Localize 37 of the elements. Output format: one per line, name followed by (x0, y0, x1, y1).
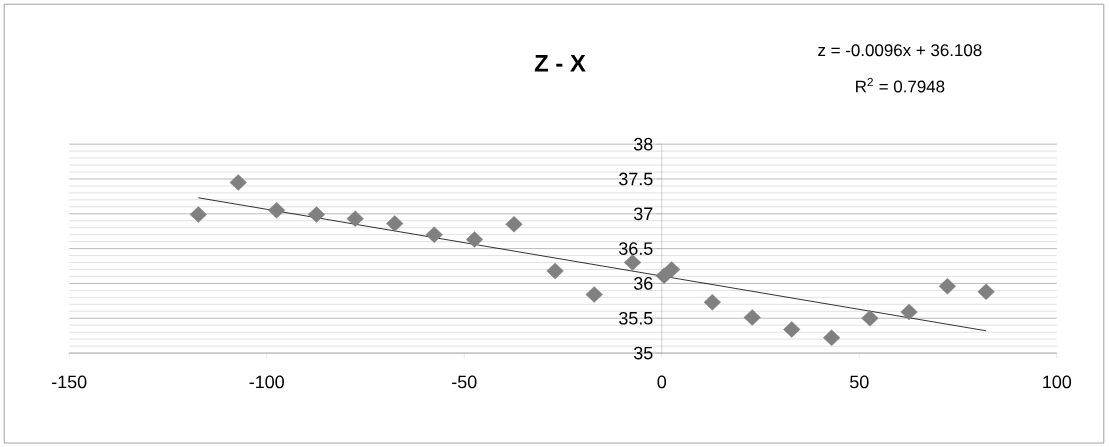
point (585, 286, 603, 303)
x-tick-label: 0 (657, 375, 667, 389)
y-tick-label: 36.5 (619, 242, 653, 255)
point (386, 215, 404, 232)
x-tick-label: -50 (452, 375, 477, 389)
y-tick-label: 35 (634, 346, 653, 360)
y-tick-label: 38 (634, 137, 653, 151)
chart-title: Z - X (534, 54, 586, 72)
point (743, 309, 761, 326)
point (783, 321, 801, 338)
x-tick-label: -150 (52, 375, 87, 389)
point (189, 206, 207, 223)
point (425, 226, 443, 243)
point (703, 293, 721, 311)
point (546, 262, 564, 279)
point (505, 215, 523, 233)
text: R$^{2}$ = 0.7948 (856, 77, 945, 93)
point (823, 329, 841, 346)
point (861, 309, 879, 327)
text: z = -0.0096x + 36.108 (818, 44, 982, 57)
point (307, 206, 326, 223)
point (267, 202, 286, 219)
point (900, 303, 918, 321)
point (977, 283, 995, 300)
point (465, 231, 484, 248)
point (346, 210, 364, 227)
x-tick-label: 50 (850, 375, 869, 389)
point (229, 174, 247, 191)
point (623, 254, 642, 271)
point (938, 277, 956, 295)
point (663, 261, 681, 278)
y-tick-label: 36 (634, 276, 653, 290)
y-tick-label: 37 (634, 207, 653, 221)
y-tick-label: 37.5 (619, 172, 653, 186)
x-tick-label: 100 (1043, 375, 1072, 389)
y-tick-label: 35.5 (619, 311, 653, 325)
x-tick-label: -100 (249, 375, 284, 389)
